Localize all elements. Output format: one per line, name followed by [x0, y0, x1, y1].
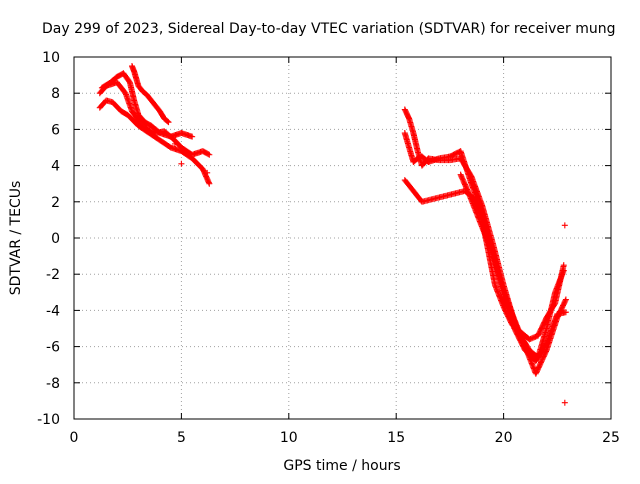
y-tick-label: 10 — [42, 50, 60, 66]
x-tick-label: 5 — [177, 430, 186, 446]
axis-ticks: 0 5 10 15 20 25 -10 -8 -6 -4 -2 0 2 4 6 8 10 — [37, 50, 620, 446]
x-tick-label: 10 — [280, 430, 298, 446]
data-point — [561, 399, 568, 406]
data-points — [96, 63, 569, 406]
data-point — [189, 133, 196, 140]
y-tick-label: -4 — [46, 303, 60, 319]
data-point — [164, 118, 171, 125]
data-point — [204, 169, 211, 176]
y-tick-label: 6 — [51, 122, 60, 138]
data-point — [171, 140, 178, 147]
x-tick-label: 20 — [495, 430, 513, 446]
y-tick-label: 4 — [51, 159, 60, 175]
y-tick-label: -2 — [46, 267, 60, 283]
data-point — [561, 222, 568, 229]
y-tick-label: -10 — [37, 412, 60, 428]
x-tick-label: 0 — [70, 430, 79, 446]
data-point — [206, 151, 213, 158]
y-tick-label: 2 — [51, 195, 60, 211]
y-tick-label: -6 — [46, 340, 60, 356]
data-point — [205, 151, 212, 158]
data-point — [206, 180, 213, 187]
x-axis-label: GPS time / hours — [283, 458, 400, 474]
data-point — [562, 296, 569, 303]
data-point — [560, 262, 567, 269]
x-tick-label: 15 — [387, 430, 405, 446]
chart-title: Day 299 of 2023, Sidereal Day-to-day VTE… — [42, 21, 616, 37]
y-tick-label: -8 — [46, 376, 60, 392]
grid-lines — [74, 57, 611, 419]
x-tick-label: 25 — [602, 430, 620, 446]
data-point — [165, 119, 172, 126]
data-point — [560, 267, 567, 274]
data-point — [562, 309, 569, 316]
y-axis-label: SDTVAR / TECUs — [8, 181, 24, 296]
data-point — [562, 297, 569, 304]
data-point — [178, 160, 185, 167]
y-tick-label: 8 — [51, 86, 60, 102]
y-tick-label: 0 — [51, 231, 60, 247]
